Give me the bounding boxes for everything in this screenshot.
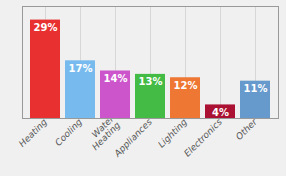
svg-text:4%: 4% (212, 107, 229, 118)
svg-text:29%: 29% (34, 22, 58, 33)
svg-text:12%: 12% (174, 80, 198, 91)
svg-text:Lighting: Lighting (156, 117, 189, 150)
svg-text:Heating: Heating (17, 117, 49, 149)
svg-text:Appliances: Appliances (112, 117, 155, 160)
svg-text:14%: 14% (104, 73, 128, 84)
svg-text:13%: 13% (139, 76, 163, 87)
svg-text:Electronics: Electronics (182, 117, 224, 159)
svg-text:17%: 17% (69, 63, 93, 74)
svg-text:Other: Other (234, 116, 260, 142)
svg-text:Cooling: Cooling (53, 117, 84, 148)
svg-text:11%: 11% (244, 83, 268, 94)
